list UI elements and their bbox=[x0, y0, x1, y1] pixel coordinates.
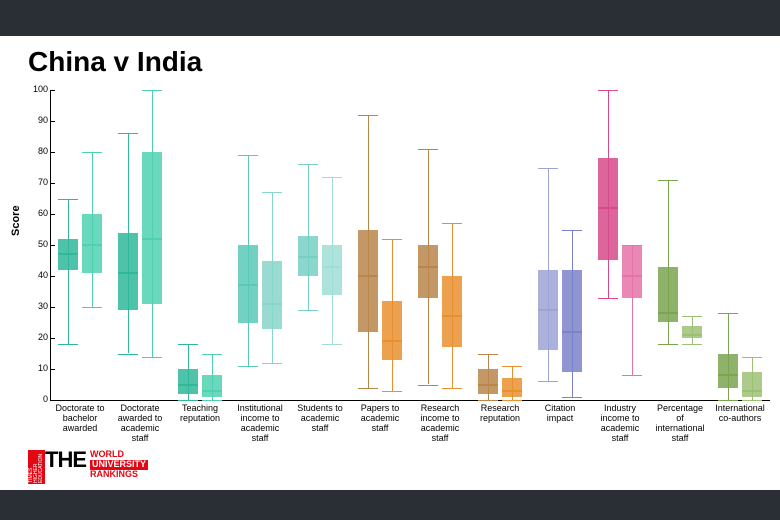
ytick-label: 70 bbox=[30, 177, 48, 187]
ytick-mark bbox=[50, 152, 55, 153]
ytick-mark bbox=[50, 121, 55, 122]
xtick-label: Institutional income to academic staff bbox=[230, 404, 290, 444]
xtick-label: Papers to academic staff bbox=[350, 404, 410, 434]
y-axis-label: Score bbox=[10, 205, 22, 236]
ytick-label: 100 bbox=[30, 84, 48, 94]
ytick-mark bbox=[50, 369, 55, 370]
ytick-label: 80 bbox=[30, 146, 48, 156]
ytick-label: 50 bbox=[30, 239, 48, 249]
xtick-label: Research reputation bbox=[470, 404, 530, 424]
ytick-mark bbox=[50, 214, 55, 215]
logo-side-text: TIMES HIGHER EDUCATION bbox=[28, 450, 45, 484]
ytick-mark bbox=[50, 400, 55, 401]
ytick-mark bbox=[50, 90, 55, 91]
chart-title: China v India bbox=[28, 46, 202, 78]
xtick-label: Citation impact bbox=[530, 404, 590, 424]
ytick-mark bbox=[50, 276, 55, 277]
chart-card: China v India Score 0 10 20 30 40 50 60 70 80 90 1… bbox=[0, 36, 780, 490]
logo-rankings-block: WORLD UNIVERSITY RANKINGS bbox=[90, 450, 148, 484]
ytick-label: 0 bbox=[30, 394, 48, 404]
x-axis-line bbox=[50, 400, 770, 401]
ytick-label: 90 bbox=[30, 115, 48, 125]
xtick-label: Teaching reputation bbox=[170, 404, 230, 424]
xtick-label: Industry income to academic staff bbox=[590, 404, 650, 444]
logo-the-text: THE bbox=[45, 450, 86, 470]
ytick-mark bbox=[50, 307, 55, 308]
ytick-label: 10 bbox=[30, 363, 48, 373]
xtick-label: Students to academic staff bbox=[290, 404, 350, 434]
ytick-mark bbox=[50, 183, 55, 184]
ytick-label: 60 bbox=[30, 208, 48, 218]
ytick-mark bbox=[50, 338, 55, 339]
xtick-label: Doctorate awarded to academic staff bbox=[110, 404, 170, 444]
xtick-label: Research income to academic staff bbox=[410, 404, 470, 444]
xtick-label: Percentage of international staff bbox=[650, 404, 710, 444]
ytick-label: 20 bbox=[30, 332, 48, 342]
the-world-rankings-logo: TIMES HIGHER EDUCATION THE WORLD UNIVERS… bbox=[28, 450, 148, 484]
logo-rankings: RANKINGS bbox=[90, 470, 148, 480]
xtick-label: International co-authors bbox=[710, 404, 770, 424]
ytick-label: 40 bbox=[30, 270, 48, 280]
xtick-label: Doctorate to bachelor awarded bbox=[50, 404, 110, 434]
ytick-mark bbox=[50, 245, 55, 246]
ytick-label: 30 bbox=[30, 301, 48, 311]
logo-the-block: THE bbox=[45, 450, 86, 484]
